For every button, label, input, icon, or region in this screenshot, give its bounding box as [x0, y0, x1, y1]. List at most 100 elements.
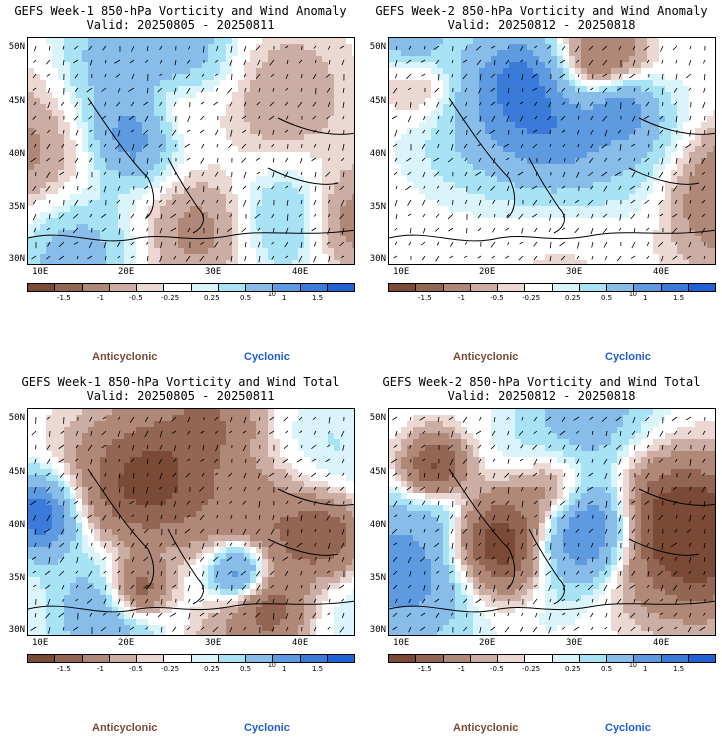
- wind-arrow: [535, 171, 538, 176]
- vorticity-cell: [437, 140, 444, 147]
- vorticity-cell: [118, 98, 125, 105]
- vorticity-cell: [521, 176, 528, 183]
- vorticity-cell: [178, 152, 185, 159]
- vorticity-cell: [268, 92, 275, 99]
- vorticity-cell: [226, 248, 233, 255]
- vorticity-cell: [581, 158, 588, 165]
- vorticity-cell: [521, 80, 528, 87]
- vorticity-cell: [413, 164, 420, 171]
- vorticity-cell: [184, 62, 191, 69]
- vorticity-cell: [190, 188, 197, 195]
- wind-arrow: [342, 115, 345, 120]
- vorticity-cell: [28, 260, 35, 264]
- vorticity-cell: [461, 104, 468, 111]
- vorticity-cell: [82, 104, 89, 111]
- vorticity-cell: [220, 86, 227, 93]
- vorticity-cell: [82, 176, 89, 183]
- vorticity-cell: [118, 170, 125, 177]
- vorticity-cell: [118, 409, 125, 416]
- wind-arrow: [491, 115, 496, 122]
- vorticity-cell: [569, 44, 576, 51]
- vorticity-cell: [659, 50, 666, 57]
- wind-arrow: [62, 45, 65, 50]
- vorticity-cell: [286, 104, 293, 111]
- wind-arrow: [144, 171, 149, 179]
- wind-arrow: [285, 87, 289, 91]
- vorticity-cell: [701, 38, 708, 45]
- vorticity-cell: [425, 164, 432, 171]
- wind-arrow: [674, 199, 678, 204]
- wind-arrow: [89, 143, 93, 148]
- wind-arrow: [490, 87, 496, 92]
- vorticity-cell: [292, 206, 299, 213]
- vorticity-cell: [629, 248, 636, 255]
- vorticity-cell: [76, 236, 83, 243]
- vorticity-cell: [449, 110, 456, 117]
- vorticity-cell: [623, 164, 630, 171]
- vorticity-cell: [214, 110, 221, 117]
- vorticity-cell: [46, 38, 53, 45]
- vorticity-cell: [593, 62, 600, 69]
- vorticity-cell: [395, 182, 402, 189]
- vorticity-cell: [172, 206, 179, 213]
- vorticity-cell: [665, 80, 672, 87]
- wind-arrow: [450, 241, 454, 247]
- vorticity-cell: [389, 206, 396, 213]
- vorticity-cell: [82, 56, 89, 63]
- wind-arrow: [86, 87, 93, 93]
- vorticity-cell: [575, 122, 582, 129]
- vorticity-cell: [671, 98, 678, 105]
- wind-arrow: [632, 59, 636, 66]
- vorticity-cell: [629, 98, 636, 105]
- vorticity-cell: [178, 224, 185, 231]
- vorticity-cell: [695, 188, 702, 195]
- vorticity-cell: [250, 80, 257, 87]
- vorticity-cell: [34, 104, 41, 111]
- wind-arrow: [128, 87, 135, 92]
- vorticity-cell: [208, 170, 215, 177]
- vorticity-cell: [136, 74, 143, 81]
- wind-arrow: [591, 213, 594, 219]
- wind-arrow: [588, 171, 594, 177]
- wind-arrow: [436, 185, 440, 189]
- wind-arrow: [255, 45, 261, 51]
- vorticity-cell: [274, 218, 281, 225]
- vorticity-cell: [346, 206, 353, 213]
- vorticity-cell: [334, 38, 341, 45]
- vorticity-cell: [569, 218, 576, 225]
- vorticity-cell: [46, 260, 53, 264]
- vorticity-cell: [304, 164, 311, 171]
- wind-arrow: [590, 129, 594, 135]
- vorticity-cell: [178, 164, 185, 171]
- wind-arrow: [549, 213, 552, 221]
- wind-arrow: [58, 157, 65, 162]
- wind-arrow: [174, 59, 177, 66]
- vorticity-cell: [617, 158, 624, 165]
- vorticity-cell: [659, 242, 666, 249]
- vorticity-cell: [695, 176, 702, 183]
- vorticity-cell: [208, 86, 215, 93]
- wind-arrow: [633, 87, 636, 92]
- wind-arrow: [313, 143, 317, 148]
- vorticity-cell: [443, 176, 450, 183]
- wind-arrow: [532, 87, 538, 92]
- wind-arrow: [577, 87, 580, 93]
- vorticity-cell: [557, 176, 564, 183]
- vorticity-cell: [46, 68, 53, 75]
- vorticity-cell: [671, 86, 678, 93]
- vorticity-cell: [635, 122, 642, 129]
- vorticity-cell: [425, 62, 432, 69]
- vorticity-cell: [88, 218, 95, 225]
- vorticity-cell: [274, 50, 281, 57]
- vorticity-cell: [148, 80, 155, 87]
- vorticity-cell: [563, 104, 570, 111]
- wind-arrow: [658, 171, 664, 178]
- vorticity-cell: [40, 128, 47, 135]
- vorticity-cell: [605, 122, 612, 129]
- vorticity-cell: [437, 104, 444, 111]
- vorticity-cell: [304, 104, 311, 111]
- vorticity-cell: [328, 62, 335, 69]
- vorticity-cell: [88, 80, 95, 87]
- vorticity-cell: [611, 128, 618, 135]
- vorticity-cell: [521, 236, 528, 243]
